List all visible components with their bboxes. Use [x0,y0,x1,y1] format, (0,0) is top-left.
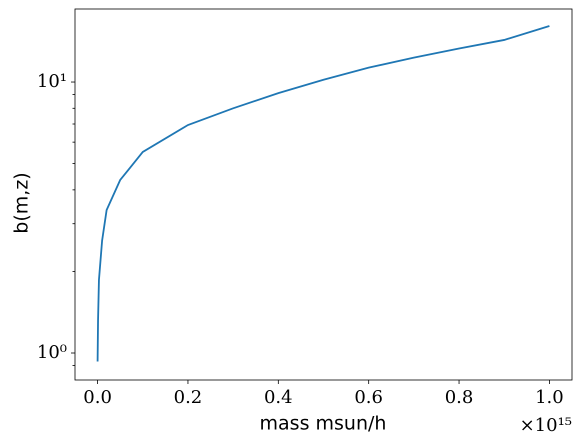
plot-frame [74,8,573,381]
y-axis-label: b(m,z) [11,172,33,233]
x-offset-text: ×10¹⁵ [520,415,572,436]
x-tick-label: 0.4 [264,387,293,408]
x-tick-label: 0.0 [83,387,112,408]
x-tick-label: 0.2 [174,387,203,408]
data-line [96,25,550,362]
y-tick-label: 10⁰ [37,342,67,363]
x-tick-label: 0.8 [445,387,474,408]
x-tick-label: 0.6 [354,387,383,408]
x-axis-label: mass msun/h [260,413,387,435]
x-tick-label: 1.0 [535,387,564,408]
y-tick-label: 10¹ [37,71,67,92]
